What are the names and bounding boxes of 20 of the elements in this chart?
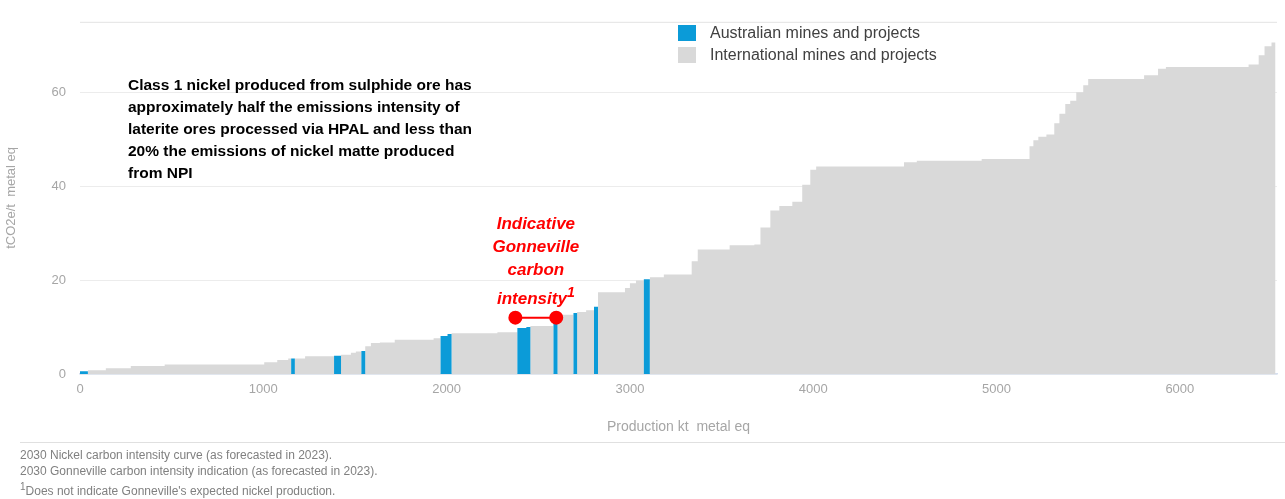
- text: 2030 Gonneville carbon intensity indication (as forecasted in 2023).: [20, 463, 379, 479]
- x-tick-label: 5000: [982, 381, 1011, 397]
- y-tick-label: 0: [58, 365, 66, 381]
- text: 2030 Nickel carbon intensity curve (as forecasted in 2023).: [20, 447, 334, 463]
- x-tick-label: 0: [76, 381, 84, 397]
- x-axis-title: Production kt metal eq: [606, 418, 751, 435]
- x-tick-label: 4000: [798, 381, 828, 397]
- annotation: Indicative Gonneville carbon intensity$^{1}$: [491, 212, 581, 310]
- y-axis-title: tCO2e/t metal eq: [3, 146, 19, 249]
- annotation: Class 1 nickel produced from sulphide ore has approximately half the emissions intensity of laterite ores processed via HPAL and less than 20% the emissions of nickel matte produced from NPI: [128, 75, 473, 183]
- x-tick-label: 6000: [1165, 381, 1195, 397]
- legend-label: International mines and projects: [710, 46, 937, 64]
- x-tick-label: 1000: [248, 381, 278, 397]
- y-tick-label: 20: [51, 271, 66, 287]
- y-tick-label: 60: [51, 83, 66, 99]
- y-tick-label: 40: [51, 177, 66, 193]
- text: $^{1}$Does not indicate Gonneville's expected nickel production.: [20, 480, 337, 499]
- x-tick-label: 3000: [615, 381, 645, 397]
- legend-label: Australian mines and projects: [710, 24, 920, 42]
- x-tick-label: 2000: [432, 381, 462, 397]
